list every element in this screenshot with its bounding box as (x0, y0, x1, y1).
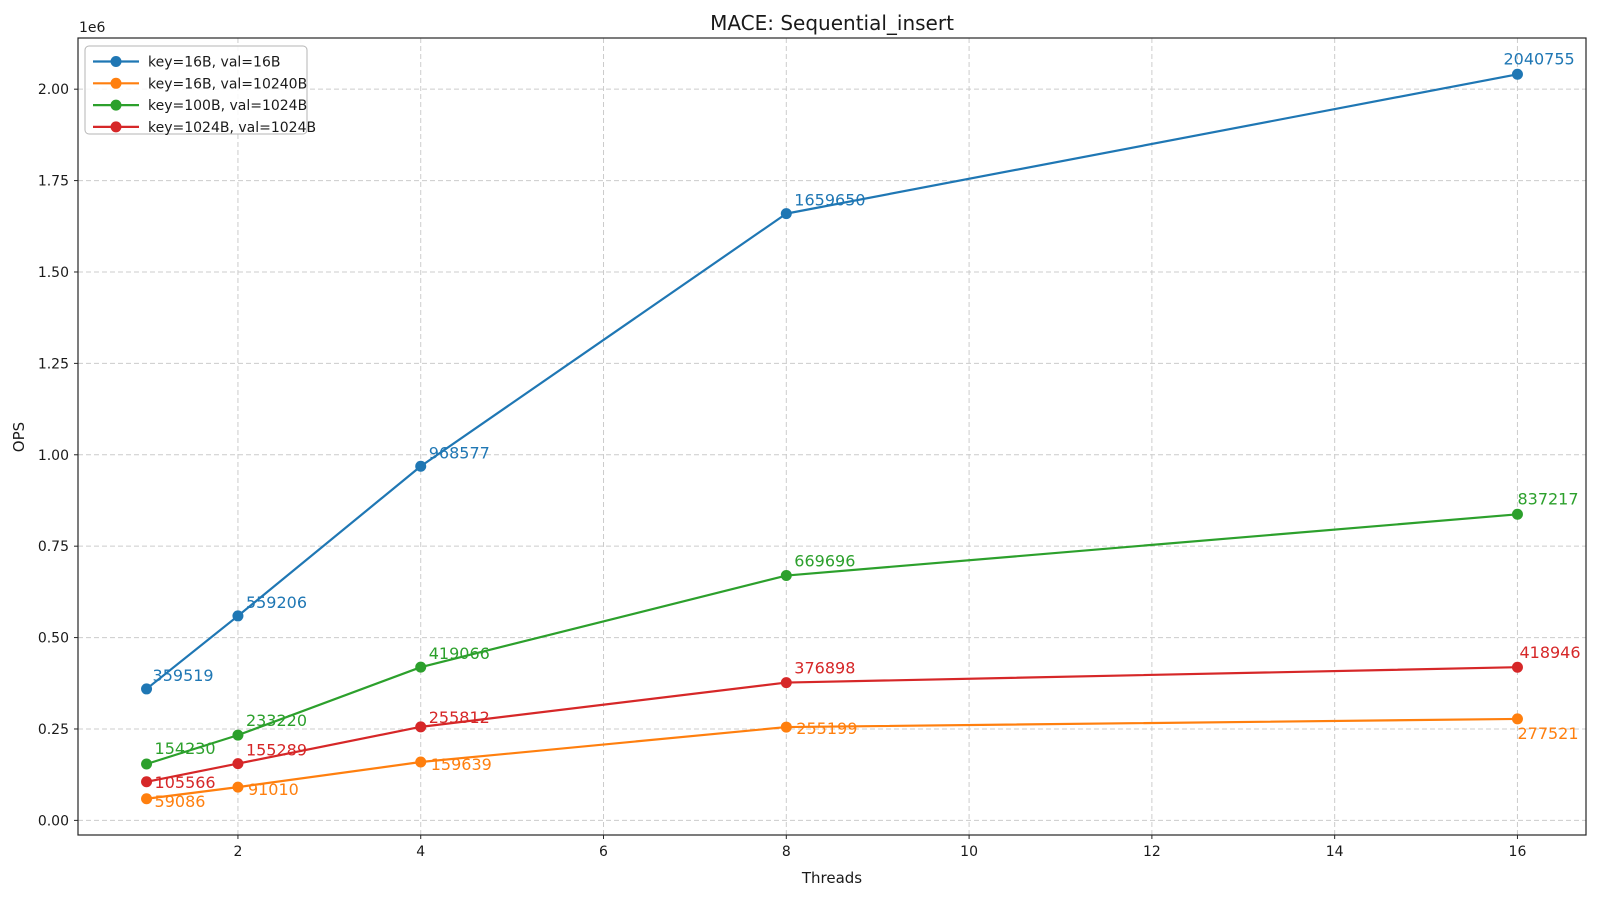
x-axis-label: Threads (801, 869, 862, 887)
y-axis-label: OPS (10, 422, 28, 452)
legend-label: key=16B, val=10240B (148, 76, 307, 92)
point-label: 91010 (248, 780, 299, 799)
x-tick-label: 4 (416, 844, 425, 860)
data-point (1511, 713, 1523, 725)
point-label: 255199 (796, 719, 857, 738)
y-tick-label: 0.25 (38, 722, 69, 738)
legend-box (84, 45, 308, 135)
point-label: 669696 (794, 552, 855, 571)
legend-label: key=1024B, val=1024B (148, 120, 316, 136)
point-label: 155289 (246, 741, 307, 760)
legend-entry: key=100B, val=1024B (93, 98, 307, 114)
legend-label: key=16B, val=16B (148, 55, 280, 71)
data-point (780, 721, 792, 733)
point-label: 277521 (1517, 724, 1578, 743)
x-tick-label: 2 (233, 844, 242, 860)
data-point (232, 758, 244, 770)
x-tick-label: 14 (1326, 844, 1344, 860)
x-tick-label: 12 (1143, 844, 1161, 860)
data-point (415, 460, 427, 472)
data-point (1511, 508, 1523, 520)
legend-marker (110, 121, 122, 133)
point-label: 376898 (794, 659, 855, 678)
series-line (145, 73, 1518, 690)
y-tick-label: 0.50 (38, 631, 69, 647)
data-point (232, 610, 244, 622)
chart-title: MACE: Sequential_insert (710, 11, 954, 35)
y-tick-label: 1.25 (38, 356, 69, 372)
y-tick-label: 1.50 (38, 265, 69, 281)
series: 59086 91010 159639 255199 277521 (141, 713, 1579, 811)
data-point (1511, 661, 1523, 673)
data-point (141, 683, 153, 695)
data-point (780, 570, 792, 582)
point-label: 105566 (155, 773, 216, 792)
point-label: 255812 (429, 708, 490, 727)
legend: key=16B, val=16B key=16B, val=10240B key=1… (84, 45, 316, 136)
data-point (780, 208, 792, 220)
x-tick-label: 8 (782, 844, 791, 860)
data-point (232, 729, 244, 741)
legend-marker (110, 99, 122, 111)
legend-entry: key=16B, val=16B (93, 55, 280, 71)
legend-entry: key=1024B, val=1024B (93, 120, 316, 136)
data-point (141, 776, 153, 788)
data-point (415, 661, 427, 673)
x-tick-label: 10 (960, 844, 978, 860)
data-point (1511, 68, 1523, 80)
point-label: 159639 (431, 755, 492, 774)
point-label: 2040755 (1503, 49, 1574, 68)
point-label: 154230 (155, 739, 216, 758)
point-label: 419066 (429, 644, 490, 663)
point-label: 359519 (153, 666, 214, 685)
y-tick-label: 0.75 (38, 539, 69, 555)
series: 105566 155289 255812 376898 418946 (141, 643, 1581, 792)
legend-entry: key=16B, val=10240B (93, 76, 307, 92)
data-point (415, 721, 427, 733)
point-label: 559206 (246, 593, 307, 612)
data-point (141, 793, 153, 805)
series-container: 359519 559206 968577 1659650 2040755 59086 910… (141, 49, 1581, 811)
data-point (780, 677, 792, 689)
data-point (141, 758, 153, 770)
y-tick-label: 0.00 (38, 813, 69, 829)
legend-marker (110, 56, 122, 67)
y-tick-label: 2.00 (38, 82, 69, 98)
plot-border (77, 37, 1587, 836)
legend-marker (110, 77, 122, 89)
y-axis-offset-text: 1e6 (79, 20, 106, 36)
series: 359519 559206 968577 1659650 2040755 (141, 49, 1575, 695)
tick-labels: 2 4 6 8 10 12 14 16 0.00 0.25 0.50 0.75 1.00 1.25 1.50… (38, 82, 1527, 860)
grid (78, 38, 1586, 835)
x-tick-label: 6 (599, 844, 608, 860)
point-label: 59086 (155, 792, 206, 811)
point-label: 968577 (429, 443, 490, 462)
x-tick-label: 16 (1509, 844, 1527, 860)
point-label: 418946 (1519, 643, 1580, 662)
data-point (232, 781, 244, 793)
y-tick-label: 1.00 (38, 448, 69, 464)
point-label: 233220 (246, 711, 307, 730)
series: 154230 233220 419066 669696 837217 (141, 489, 1579, 770)
legend-label: key=100B, val=1024B (148, 98, 307, 114)
data-point (415, 756, 427, 768)
point-label: 837217 (1517, 489, 1578, 508)
point-label: 1659650 (794, 191, 865, 210)
axis-ticks (74, 88, 1518, 839)
y-tick-label: 1.75 (38, 174, 69, 190)
